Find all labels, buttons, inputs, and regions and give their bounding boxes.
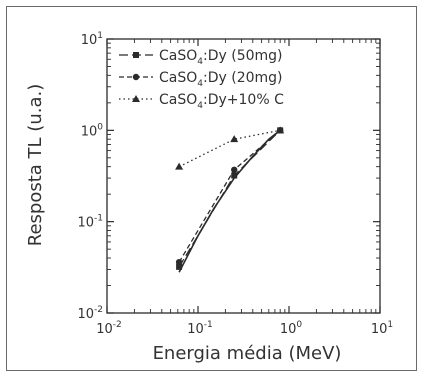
y-tick-label: 101 bbox=[81, 31, 103, 48]
series-3-point bbox=[276, 126, 285, 134]
series-3-point bbox=[230, 135, 239, 143]
legend-marker-3 bbox=[132, 95, 140, 102]
series-1-point bbox=[231, 172, 238, 179]
legend-label-1: CaSO4:Dy (50mg) bbox=[159, 48, 283, 67]
x-tick-label: 10-1 bbox=[187, 320, 213, 337]
chart-svg: 10-2 10-1 100 101 10-2 10-1 100 101 CaSO4:Dy (5… bbox=[25, 31, 393, 364]
y-tick-label: 10-1 bbox=[77, 214, 103, 231]
x-tick-label: 100 bbox=[280, 320, 303, 337]
series-2-point bbox=[175, 258, 183, 266]
chart-figure: 10-2 10-1 100 101 10-2 10-1 100 101 CaSO4:Dy (5… bbox=[6, 6, 417, 371]
series-line-1 bbox=[178, 129, 281, 268]
legend-label-3: CaSO4:Dy+10% C bbox=[159, 92, 284, 111]
legend-marker-1 bbox=[133, 52, 139, 58]
y-tick-label: 10-2 bbox=[77, 305, 103, 322]
series-3-point bbox=[175, 162, 184, 170]
fit-curve-line bbox=[178, 129, 281, 273]
series-line-3 bbox=[178, 129, 281, 168]
y-axis-title: Resposta TL (u.a.) bbox=[25, 84, 46, 246]
x-tick-label: 101 bbox=[371, 320, 393, 337]
series-1-point bbox=[176, 263, 183, 270]
plot-frame bbox=[106, 38, 381, 314]
x-tick-label: 10-2 bbox=[96, 320, 122, 337]
series-2-point bbox=[231, 166, 238, 173]
y-tick-label: 100 bbox=[81, 122, 104, 139]
legend-marker-2 bbox=[132, 73, 140, 81]
legend-label-2: CaSO4:Dy (20mg) bbox=[159, 70, 283, 89]
x-axis-title: Energia média (MeV) bbox=[153, 343, 342, 364]
